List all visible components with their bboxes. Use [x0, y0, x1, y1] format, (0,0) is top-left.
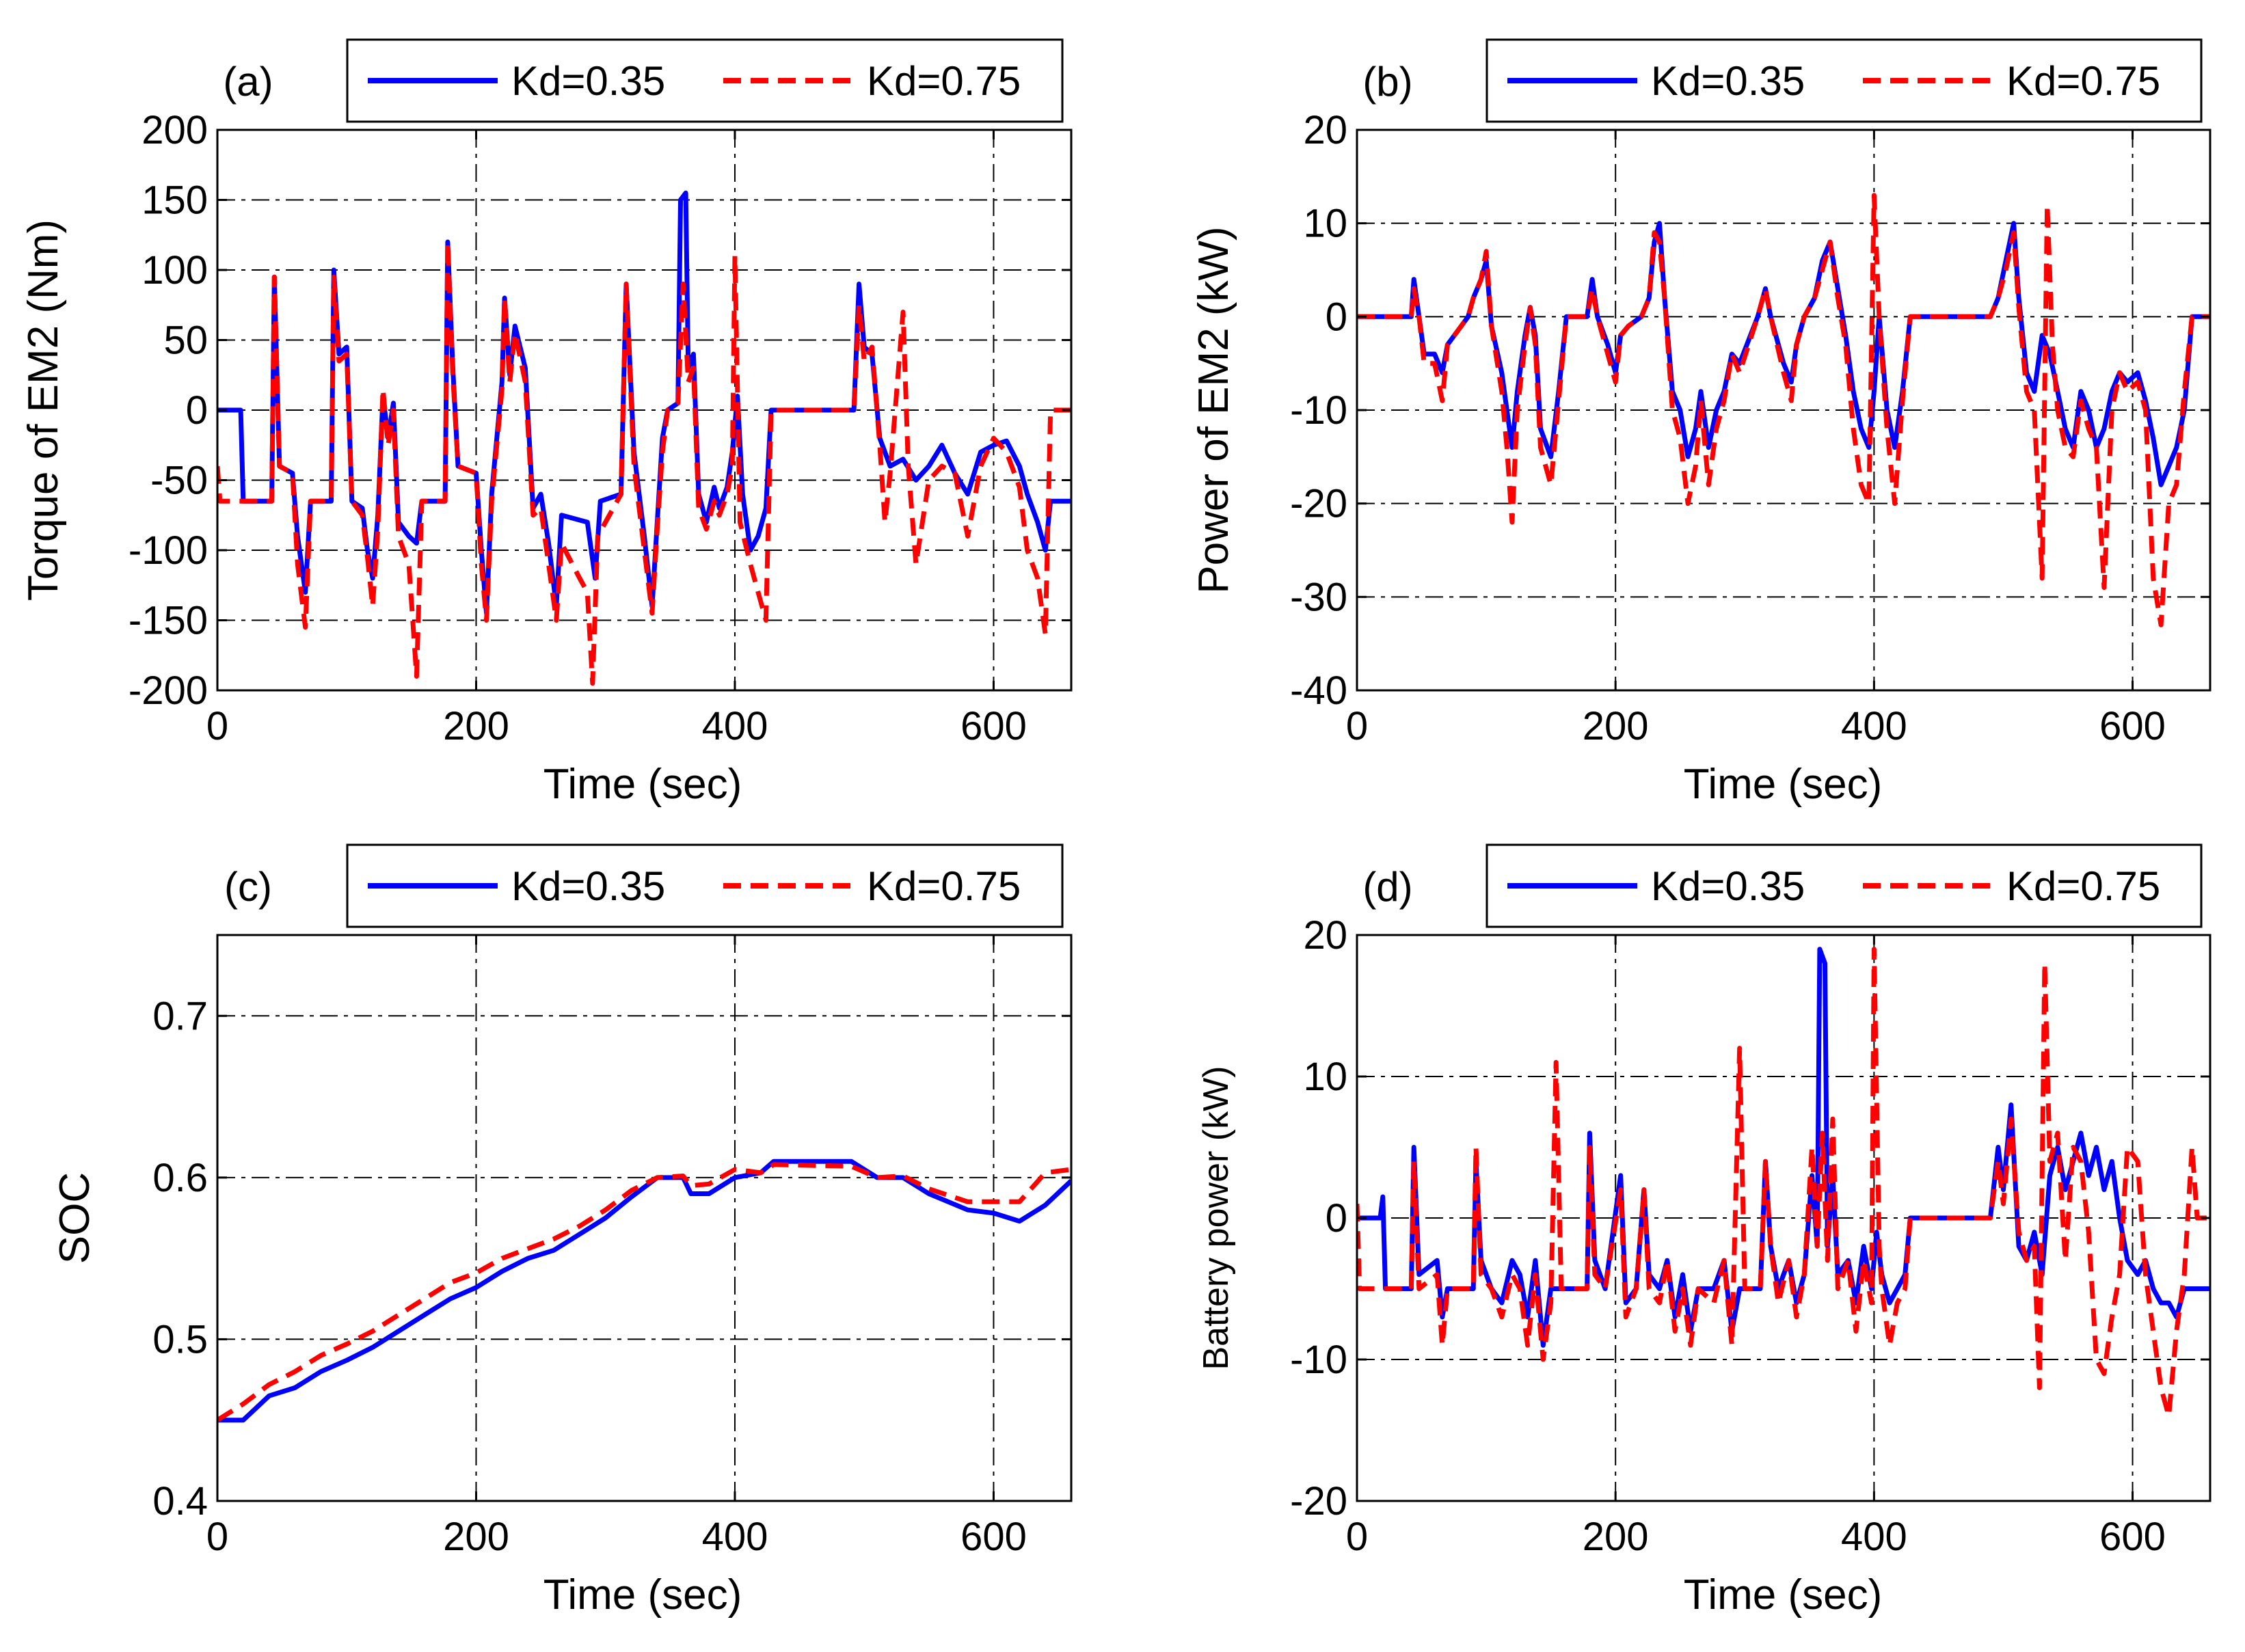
y-tick-label: 0.5	[152, 1317, 208, 1362]
y-tick-label: 0	[1326, 295, 1347, 339]
chart-panel-a: 0 200 400 600 -200 -150 -100 -50 0 50 100 150 200 Tim…	[20, 38, 1073, 808]
x-tick-label: 0	[1346, 704, 1368, 748]
y-tick-label: -10	[1290, 388, 1347, 433]
y-tick-label: 10	[1303, 202, 1347, 246]
y-tick-label: 0.6	[152, 1156, 208, 1200]
series-line-Kd=0.75	[1357, 947, 2210, 1419]
series-line-Kd=0.75	[217, 239, 1071, 686]
legend: Kd=0.35 Kd=0.75	[346, 843, 1064, 928]
x-axis-label: Time (sec)	[1684, 761, 1882, 808]
y-axis-label: Battery power (kW)	[1196, 1066, 1236, 1370]
x-tick-label: 400	[702, 1515, 768, 1559]
legend: Kd=0.35 Kd=0.75	[346, 38, 1064, 123]
axes-frame	[216, 934, 1073, 1502]
y-tick-label: 0	[1326, 1196, 1347, 1241]
y-tick-label: -200	[129, 668, 208, 713]
y-tick-label: -40	[1290, 668, 1347, 713]
y-tick-label: -30	[1290, 575, 1347, 619]
y-tick-label: 150	[142, 178, 208, 223]
y-tick-label: 0	[186, 388, 208, 433]
y-tick-label: -100	[129, 528, 208, 573]
x-tick-label: 200	[443, 704, 509, 748]
x-tick-label: 0	[206, 704, 228, 748]
legend-label: Kd=0.35	[511, 58, 665, 104]
x-tick-label: 200	[1583, 704, 1649, 748]
chart-panel-b: 0 200 400 600 -40 -30 -20 -10 0 10 20 Time (sec) Pow…	[1190, 38, 2212, 808]
y-tick-label: 20	[1303, 108, 1347, 152]
x-tick-label: 200	[443, 1515, 509, 1559]
series-line-Kd=0.75	[217, 1162, 1071, 1422]
y-tick-label: 20	[1303, 913, 1347, 958]
x-tick-label: 600	[960, 1515, 1027, 1559]
x-tick-label: 200	[1583, 1515, 1649, 1559]
x-tick-label: 600	[2099, 1515, 2166, 1559]
legend-label: Kd=0.35	[511, 863, 665, 909]
legend-label: Kd=0.75	[867, 863, 1021, 909]
legend: Kd=0.35 Kd=0.75	[1486, 843, 2203, 928]
x-tick-label: 600	[960, 704, 1027, 748]
y-tick-label: 100	[142, 248, 208, 293]
panel-label: (d)	[1362, 864, 1412, 910]
x-tick-label: 0	[1346, 1515, 1368, 1559]
x-axis-label: Time (sec)	[1684, 1571, 1882, 1619]
plot-area	[217, 935, 1071, 1501]
panel-label: (b)	[1362, 59, 1412, 105]
y-tick-label: -10	[1290, 1338, 1347, 1382]
legend-label: Kd=0.75	[2006, 58, 2160, 104]
y-axis-label: Power of EM2 (kW)	[1190, 226, 1237, 593]
series-line-Kd=0.35	[217, 190, 1071, 616]
legend-label: Kd=0.75	[2006, 863, 2160, 909]
y-tick-label: -150	[129, 599, 208, 643]
y-axis-label: SOC	[51, 1172, 98, 1264]
legend-label: Kd=0.35	[1651, 58, 1805, 104]
x-tick-label: 400	[702, 704, 768, 748]
y-axis-label: Torque of EM2 (Nm)	[20, 219, 67, 601]
x-axis-label: Time (sec)	[543, 761, 742, 808]
legend-label: Kd=0.35	[1651, 863, 1805, 909]
x-tick-label: 400	[1841, 704, 1907, 748]
x-tick-label: 600	[2099, 704, 2166, 748]
y-tick-label: -20	[1290, 1479, 1347, 1524]
y-tick-label: -20	[1290, 482, 1347, 526]
y-tick-label: 200	[142, 108, 208, 152]
y-tick-label: 0.7	[152, 994, 208, 1038]
x-tick-label: 0	[206, 1515, 228, 1559]
x-tick-label: 400	[1841, 1515, 1907, 1559]
legend-label: Kd=0.75	[867, 58, 1021, 104]
y-tick-label: 0.4	[152, 1479, 208, 1524]
y-tick-label: -50	[150, 459, 208, 503]
chart-panel-d: 0 200 400 600 -20 -10 0 10 20 Time (sec) Battery p…	[1196, 843, 2212, 1619]
panel-label: (c)	[224, 864, 272, 910]
chart-panel-c: 0 200 400 600 0.4 0.5 0.6 0.7 Time (sec) SOC Kd=0.…	[51, 843, 1073, 1619]
panel-label: (a)	[223, 59, 273, 105]
x-axis-label: Time (sec)	[543, 1571, 742, 1619]
y-tick-label: 50	[163, 319, 208, 363]
y-tick-label: 10	[1303, 1055, 1347, 1099]
series-line-Kd=0.35	[217, 1159, 1071, 1423]
series-line-Kd=0.75	[1357, 193, 2210, 627]
legend: Kd=0.35 Kd=0.75	[1486, 38, 2203, 123]
